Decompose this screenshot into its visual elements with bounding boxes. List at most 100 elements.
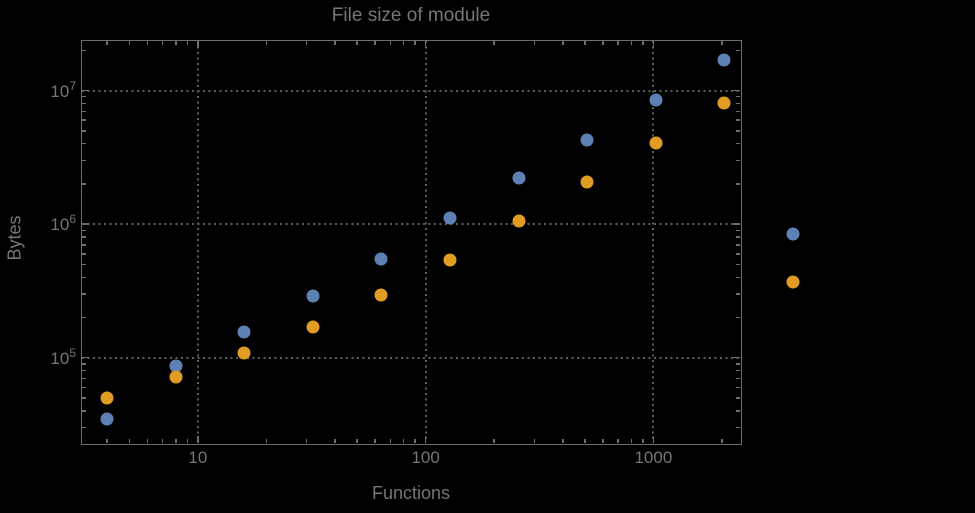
y-minor-tick: [82, 102, 86, 105]
y-minor-tick: [82, 95, 86, 98]
y-minor-tick: [736, 397, 740, 399]
x-minor-tick: [146, 439, 149, 443]
x-minor-tick: [602, 41, 604, 45]
x-minor-tick: [602, 439, 604, 443]
y-minor-tick: [736, 253, 740, 255]
y-minor-tick: [736, 119, 740, 121]
x-minor-tick: [265, 439, 268, 443]
gridline-horizontal: [82, 223, 740, 226]
data-point-blue: [100, 412, 114, 426]
y-minor-tick: [736, 49, 740, 52]
x-tick-label: 10: [188, 448, 208, 467]
y-minor-tick: [82, 49, 86, 52]
data-point-blue: [237, 325, 251, 339]
y-minor-tick: [736, 363, 740, 365]
data-point-blue: [306, 289, 320, 303]
y-tick-label: 107: [50, 78, 76, 101]
y-minor-tick: [82, 130, 86, 132]
data-point-orange: [306, 320, 320, 334]
x-minor-tick: [642, 41, 644, 45]
y-minor-tick: [82, 110, 86, 112]
y-minor-tick: [82, 377, 86, 380]
x-minor-tick: [128, 41, 131, 45]
x-major-tick: [652, 41, 655, 48]
x-minor-tick: [562, 439, 564, 443]
gridline-vertical: [196, 41, 199, 443]
data-point-blue: [580, 133, 594, 147]
x-minor-tick: [584, 439, 586, 443]
x-minor-tick: [402, 439, 405, 443]
x-minor-tick: [161, 41, 164, 45]
data-point-orange: [786, 275, 800, 289]
x-minor-tick: [305, 41, 308, 45]
y-minor-tick: [736, 142, 740, 145]
x-minor-tick: [642, 439, 644, 443]
x-minor-tick: [186, 439, 189, 443]
y-minor-tick: [82, 410, 86, 412]
y-minor-tick: [82, 236, 86, 238]
data-point-blue: [169, 359, 183, 373]
y-minor-tick: [736, 263, 740, 266]
gridline-horizontal: [82, 356, 740, 359]
y-minor-tick: [82, 263, 86, 266]
x-minor-tick: [106, 41, 108, 45]
y-minor-tick: [736, 316, 740, 319]
y-minor-tick: [82, 253, 86, 255]
x-major-tick: [197, 436, 199, 443]
x-minor-tick: [630, 439, 633, 443]
y-minor-tick: [736, 369, 740, 372]
x-minor-tick: [721, 41, 723, 45]
x-minor-tick: [356, 439, 358, 443]
y-minor-tick: [736, 130, 740, 132]
x-major-tick: [652, 436, 655, 443]
x-minor-tick: [562, 41, 564, 45]
gridline-vertical: [652, 41, 655, 443]
x-minor-tick: [630, 41, 633, 45]
y-minor-tick: [736, 426, 740, 429]
y-tick-label: 105: [50, 345, 76, 368]
x-minor-tick: [128, 439, 131, 443]
y-tick-label: 106: [50, 212, 76, 234]
x-minor-tick: [533, 439, 536, 443]
y-minor-tick: [82, 142, 86, 145]
y-minor-tick: [82, 159, 86, 162]
x-minor-tick: [721, 439, 723, 443]
data-point-orange: [512, 214, 526, 228]
y-minor-tick: [736, 236, 740, 238]
y-minor-tick: [736, 110, 740, 112]
x-major-tick: [424, 41, 427, 48]
x-minor-tick: [175, 41, 177, 45]
y-minor-tick: [736, 293, 740, 295]
data-point-blue: [443, 211, 457, 225]
data-point-blue: [717, 53, 731, 67]
x-minor-tick: [414, 439, 416, 443]
x-minor-tick: [374, 41, 376, 45]
data-point-orange: [169, 370, 183, 384]
y-major-tick: [733, 356, 740, 359]
y-minor-tick: [82, 369, 86, 372]
x-minor-tick: [402, 41, 405, 45]
y-major-tick: [733, 223, 740, 225]
data-point-orange: [649, 136, 663, 150]
x-major-tick: [197, 41, 199, 48]
data-point-orange: [100, 391, 114, 405]
y-minor-tick: [82, 397, 86, 399]
x-minor-tick: [146, 41, 149, 45]
y-minor-tick: [82, 426, 86, 429]
x-minor-tick: [334, 41, 336, 45]
x-minor-tick: [493, 41, 495, 45]
x-minor-tick: [414, 41, 416, 45]
y-major-tick: [82, 356, 89, 359]
data-point-orange: [237, 346, 251, 360]
x-minor-tick: [533, 41, 536, 45]
y-minor-tick: [736, 95, 740, 98]
gridline-vertical: [424, 41, 427, 443]
chart-title: File size of module: [331, 5, 491, 26]
y-major-tick: [82, 223, 89, 225]
x-axis-label: Functions: [371, 483, 451, 503]
y-major-tick: [82, 89, 89, 92]
y-minor-tick: [736, 183, 740, 185]
x-tick-label: 1000: [634, 448, 673, 467]
y-minor-tick: [736, 410, 740, 412]
